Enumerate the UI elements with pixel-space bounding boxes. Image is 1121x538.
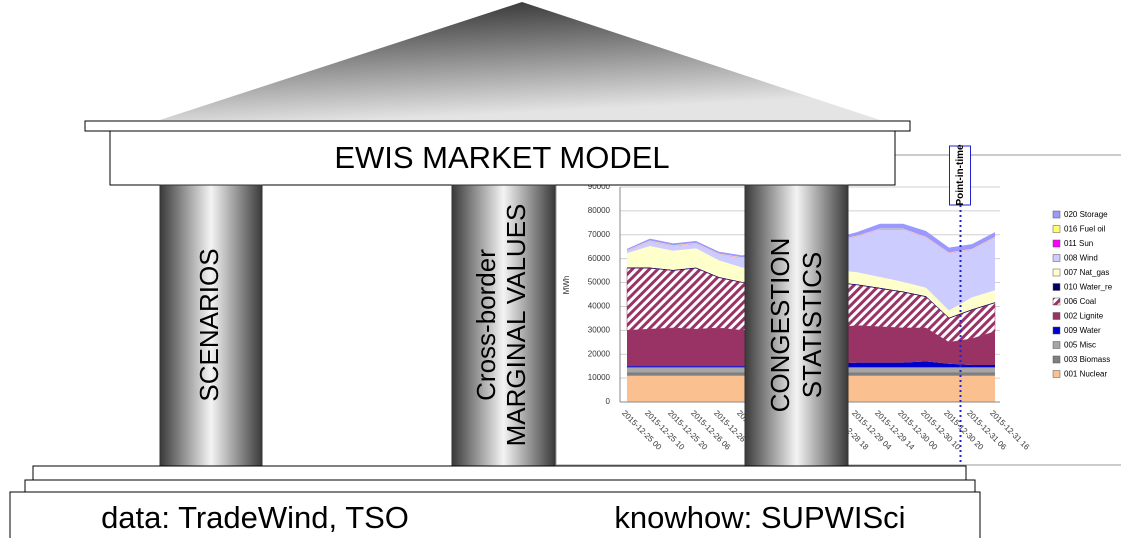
legend-label: 003 Biomass [1064, 355, 1110, 364]
legend-label: 020 Storage [1064, 210, 1108, 219]
pillar-label: Cross-border [471, 249, 501, 401]
legend-label: 007 Nat_gas [1064, 268, 1109, 277]
legend-label: 016 Fuel oil [1064, 225, 1106, 234]
legend-swatch [1052, 210, 1061, 219]
beam [109, 130, 896, 186]
base [9, 491, 981, 538]
y-tick-label: 90000 [588, 182, 611, 191]
legend-label: 011 Sun [1064, 239, 1093, 248]
legend-label: 010 Water_re [1064, 283, 1113, 292]
y-tick-label: 0 [606, 397, 611, 406]
y-tick-label: 40000 [588, 302, 611, 311]
legend-label: 001 Nuclear [1064, 370, 1107, 379]
pillar-label: SCENARIOS [194, 248, 224, 401]
legend-swatch [1052, 239, 1061, 248]
y-tick-label: 70000 [588, 230, 611, 239]
annotation: Point-in-time [955, 144, 966, 206]
pillar-label: MARGINAL VALUES [501, 204, 531, 447]
pillar: Cross-border MARGINAL VALUES [451, 184, 556, 467]
pillar: SCENARIOS [159, 184, 263, 467]
roof [160, 2, 880, 120]
y-axis-label: MWh [562, 276, 571, 295]
pillar: CONGESTION STATISTICS [744, 184, 849, 467]
title: EWIS MARKET MODEL [334, 140, 669, 175]
legend-swatch [1052, 254, 1061, 262]
legend-swatch [1052, 355, 1061, 364]
legend-label: 005 Misc [1064, 341, 1096, 350]
base-label: knowhow: SUPWISci [614, 500, 905, 535]
area [627, 361, 995, 368]
legend-swatch [1052, 283, 1061, 291]
pillar-label: STATISTICS [797, 252, 827, 398]
legend-label: 006 Coal [1064, 297, 1096, 306]
legend-swatch [1052, 326, 1061, 335]
pillar-label: CONGESTION [765, 238, 795, 413]
area [627, 246, 995, 318]
y-tick-label: 20000 [588, 349, 611, 358]
legend-label: 008 Wind [1064, 254, 1098, 263]
legend-label: 009 Water [1064, 326, 1101, 335]
y-tick-label: 60000 [588, 254, 611, 263]
roof-slab [84, 120, 911, 132]
legend-swatch [1052, 297, 1061, 306]
y-tick-label: 50000 [588, 278, 611, 287]
legend-swatch [1052, 341, 1061, 349]
legend-swatch [1052, 370, 1061, 378]
legend-swatch [1052, 268, 1061, 277]
area [627, 229, 995, 311]
legend-swatch [1052, 225, 1061, 233]
base-step [32, 465, 967, 481]
legend-swatch [1052, 312, 1061, 320]
base-step [24, 479, 976, 493]
point-in-time-box [949, 145, 971, 206]
point-in-time: Point-in-time [949, 144, 971, 465]
y-tick-label: 10000 [588, 373, 611, 382]
y-tick-label: 30000 [588, 325, 611, 334]
base-label: data: TradeWind, TSO [101, 500, 409, 535]
y-tick-label: 80000 [588, 206, 611, 215]
legend-label: 002 Lignite [1064, 312, 1104, 321]
